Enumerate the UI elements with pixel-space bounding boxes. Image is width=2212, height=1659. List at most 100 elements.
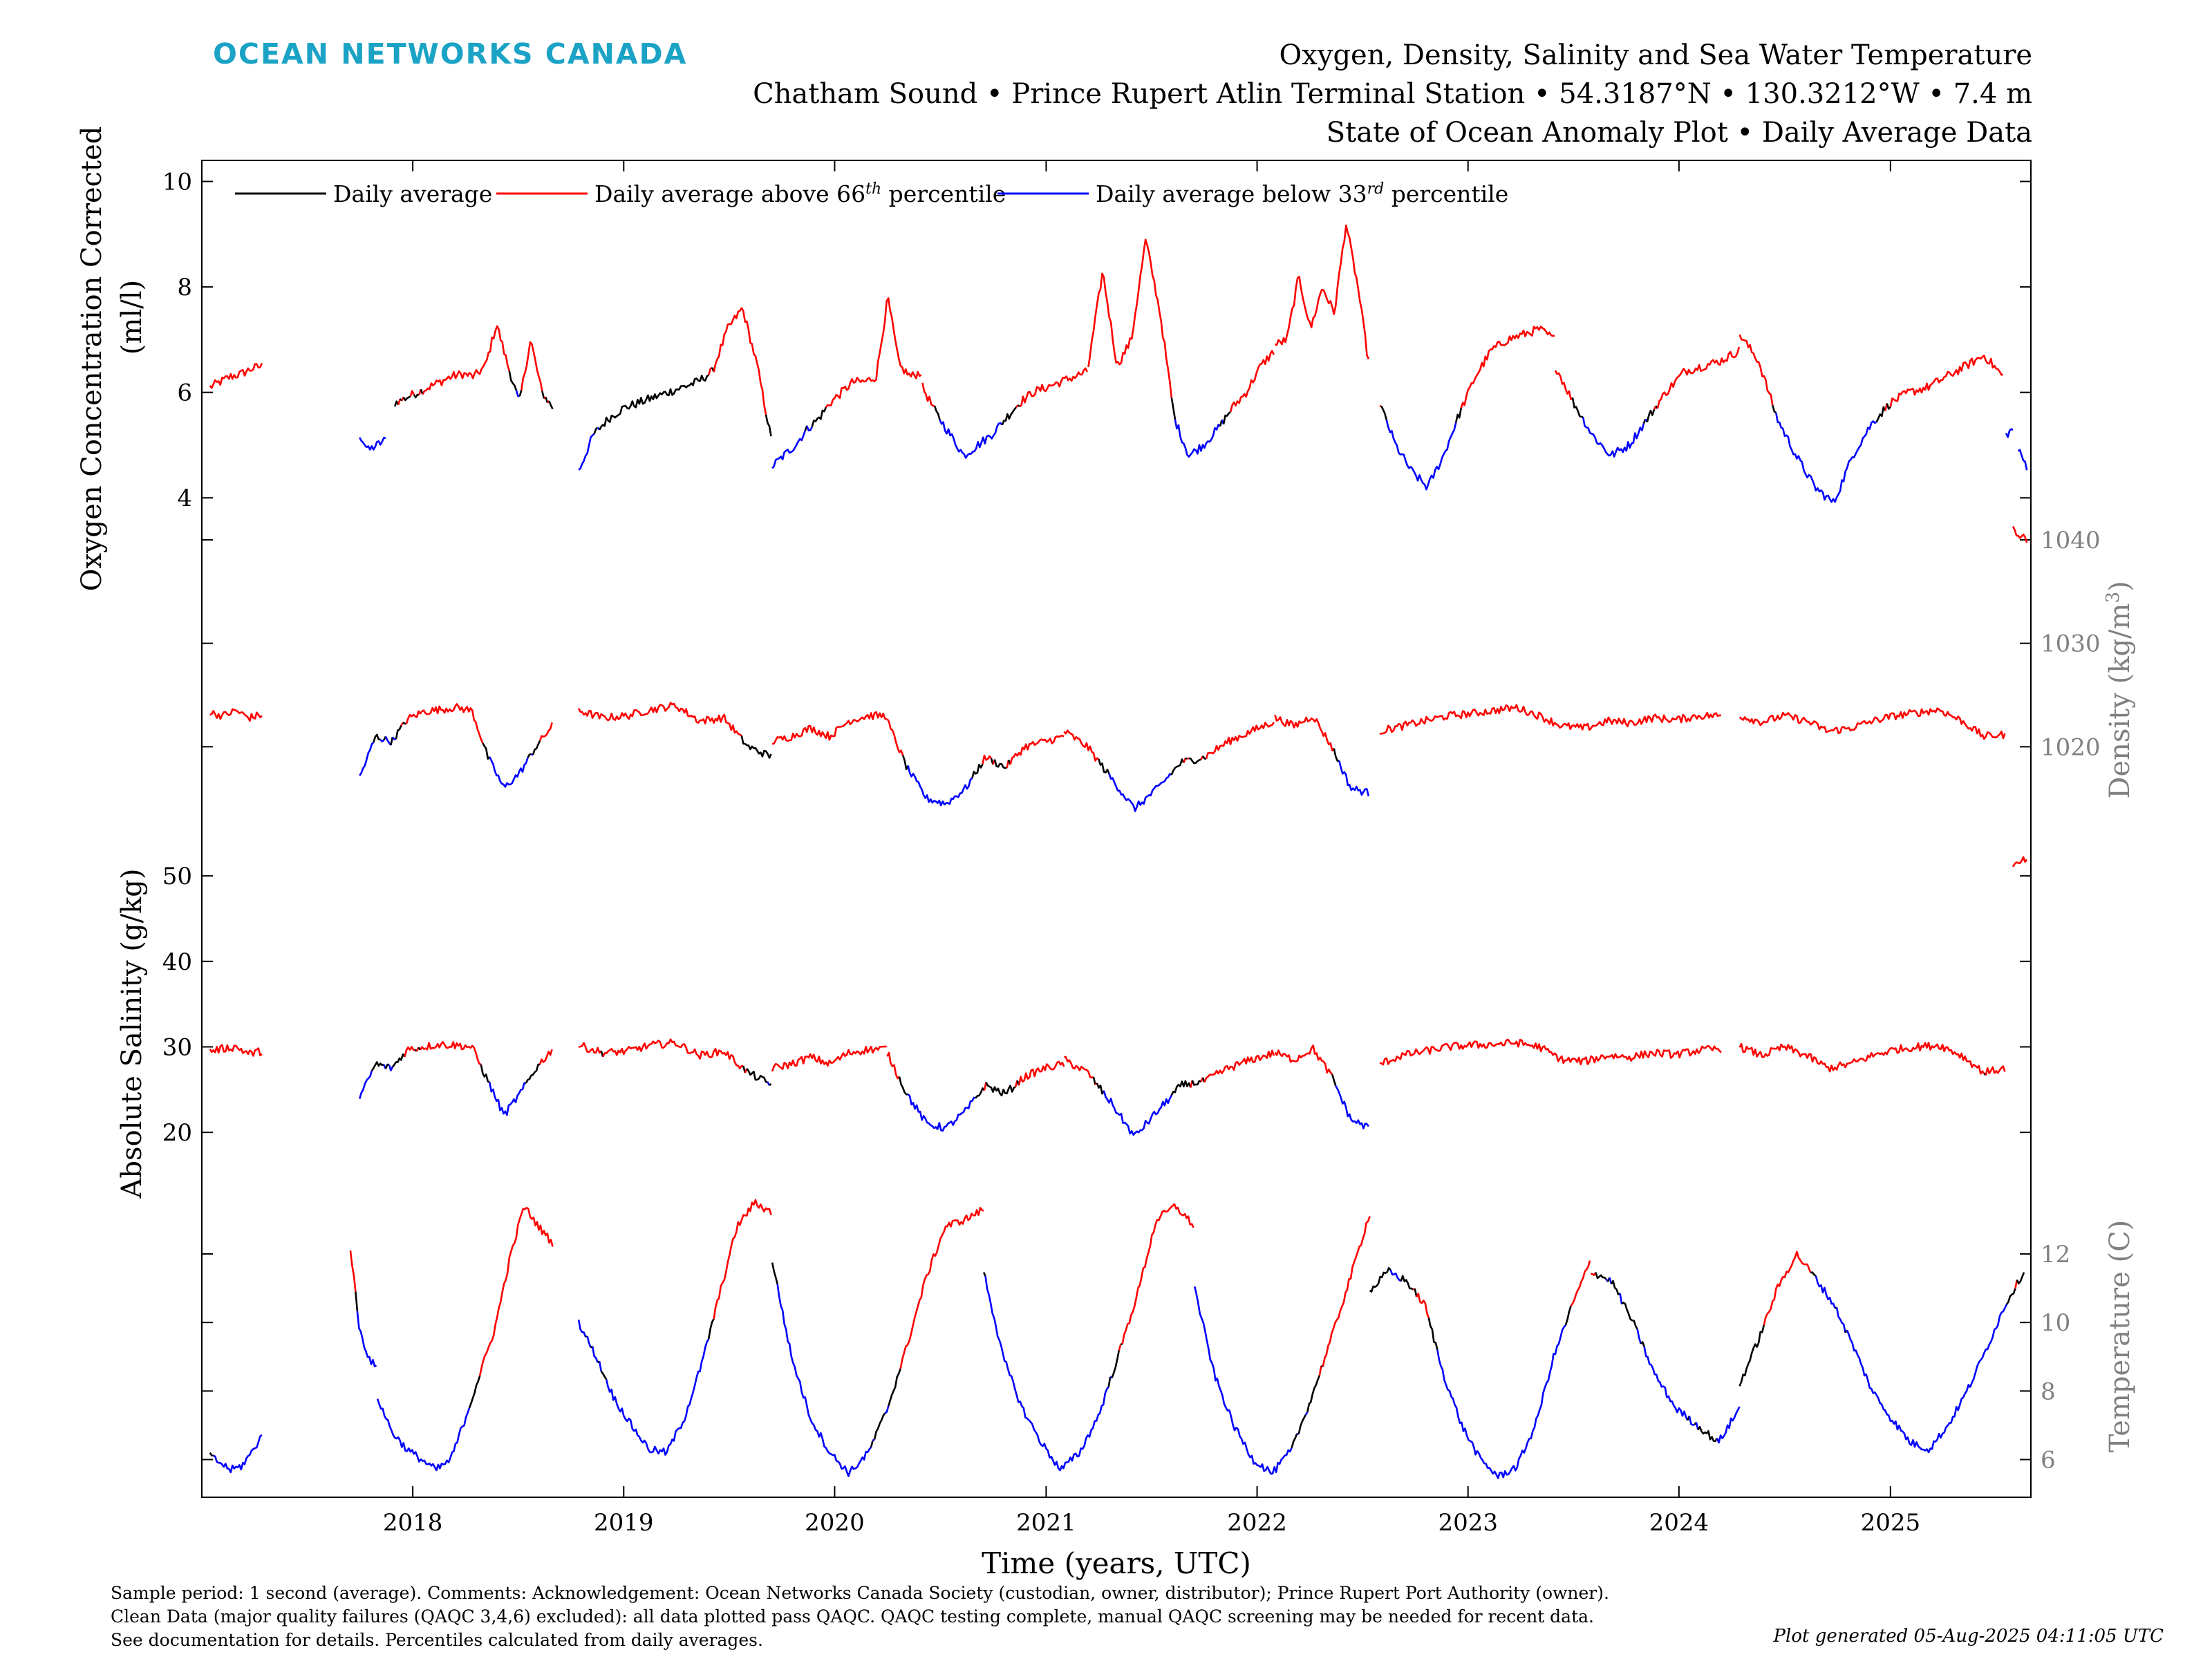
- data-line: [1322, 1216, 1371, 1367]
- data-line: [1304, 1412, 1309, 1416]
- data-line: [1460, 325, 1555, 409]
- data-line: [921, 382, 935, 407]
- data-line: [1416, 1293, 1430, 1318]
- data-line: [359, 742, 375, 776]
- data-line: [1582, 417, 1645, 458]
- data-line: [872, 1438, 875, 1441]
- data-line: [1564, 1305, 1572, 1326]
- data-line: [1688, 1416, 1695, 1426]
- data-line: [402, 722, 407, 725]
- chart-subtitle-location: Chatham Sound • Prince Rupert Atlin Term…: [753, 78, 2032, 110]
- data-line: [1335, 1085, 1369, 1130]
- data-line: [1096, 1082, 1105, 1095]
- panel-absolute-salinity: 20 30 40 50 Absolute Salinity (g/kg): [116, 856, 2031, 1199]
- x-tick-label: 2022: [1227, 1509, 1287, 1537]
- data-line: [713, 307, 767, 415]
- y-axis-label: Oxygen Concentration Corrected: [76, 126, 108, 592]
- data-line: [1191, 1080, 1202, 1086]
- data-line: [1274, 714, 1335, 751]
- data-line: [388, 1064, 394, 1071]
- legend-label: Daily average: [333, 180, 492, 207]
- data-line: [577, 702, 742, 737]
- data-line: [1064, 1056, 1094, 1079]
- data-line: [771, 1045, 888, 1072]
- data-line: [402, 395, 411, 402]
- y-axis-label-right: Density (kg/m3): [2103, 581, 2136, 798]
- data-line: [1738, 1324, 1765, 1387]
- data-line: [1229, 350, 1275, 413]
- data-line: [384, 1063, 390, 1069]
- data-line: [1835, 1307, 1846, 1333]
- data-line: [358, 1070, 373, 1099]
- x-tick-label: 2021: [1016, 1509, 1076, 1537]
- data-line: [371, 1061, 384, 1071]
- data-line: [2017, 449, 2028, 471]
- x-tick-label: 2023: [1438, 1509, 1498, 1537]
- data-line: [771, 1262, 778, 1284]
- data-line: [600, 1370, 608, 1380]
- data-line: [1121, 1203, 1194, 1344]
- data-line: [395, 725, 402, 740]
- y-tick-label: 40: [162, 948, 192, 976]
- footer-notes: Sample period: 1 second (average). Comme…: [111, 1582, 1609, 1652]
- x-tick-label: 2020: [805, 1509, 865, 1537]
- x-tick-label: 2019: [594, 1509, 654, 1537]
- data-line: [1331, 1074, 1337, 1087]
- data-line: [209, 1044, 263, 1057]
- data-line: [1646, 409, 1656, 422]
- data-line: [901, 755, 909, 771]
- data-line: [1590, 1272, 1597, 1276]
- data-line: [1985, 1065, 2006, 1076]
- data-line: [1636, 1329, 1642, 1344]
- data-line: [1385, 420, 1457, 491]
- data-line: [593, 427, 599, 434]
- data-line: [591, 1346, 599, 1363]
- data-line: [468, 1376, 481, 1408]
- y-tick-label: 10: [2041, 1309, 2070, 1337]
- data-line: [598, 1361, 602, 1371]
- data-line: [1222, 411, 1231, 425]
- panel-temperature: 6 8 10 12 Temperature (C): [202, 1199, 2136, 1479]
- x-tick-label: 2025: [1861, 1509, 1921, 1537]
- data-line: [1379, 704, 1721, 735]
- data-line: [1098, 758, 1110, 774]
- data-line: [1716, 1406, 1741, 1444]
- data-line: [1092, 1076, 1096, 1085]
- data-line: [515, 389, 520, 397]
- data-line: [578, 1042, 602, 1054]
- data-line: [1194, 1286, 1293, 1475]
- data-line: [213, 1434, 263, 1474]
- data-line: [1108, 773, 1172, 812]
- data-line: [605, 1338, 710, 1456]
- data-line: [907, 1094, 976, 1132]
- data-line: [1621, 1302, 1638, 1330]
- data-line: [1610, 1280, 1621, 1295]
- data-line: [1183, 758, 1187, 763]
- data-line: [1640, 1341, 1645, 1347]
- data-line: [2016, 1272, 2025, 1285]
- data-line: [740, 735, 772, 759]
- data-line: [376, 1398, 471, 1472]
- data-line: [1427, 1318, 1438, 1351]
- data-line: [887, 1368, 901, 1407]
- data-line: [1297, 1414, 1306, 1434]
- data-line: [538, 1049, 553, 1065]
- data-line: [1333, 748, 1340, 762]
- data-line: [1174, 419, 1221, 458]
- data-line: [525, 1063, 541, 1084]
- footer-line-2: Clean Data (major quality failures (QAQC…: [111, 1606, 1594, 1627]
- data-line: [1018, 1060, 1065, 1086]
- data-line: [397, 398, 402, 406]
- data-line: [1379, 1038, 1722, 1066]
- data-line: [1338, 760, 1370, 797]
- data-line: [907, 765, 973, 807]
- chart-title: Oxygen, Density, Salinity and Sea Water …: [1279, 39, 2033, 71]
- data-line: [870, 1440, 874, 1448]
- data-line: [713, 1199, 772, 1320]
- x-tick-label: 2018: [383, 1509, 443, 1537]
- data-line: [886, 718, 904, 756]
- data-line: [1087, 238, 1173, 398]
- data-line: [825, 297, 922, 408]
- data-line: [599, 374, 709, 431]
